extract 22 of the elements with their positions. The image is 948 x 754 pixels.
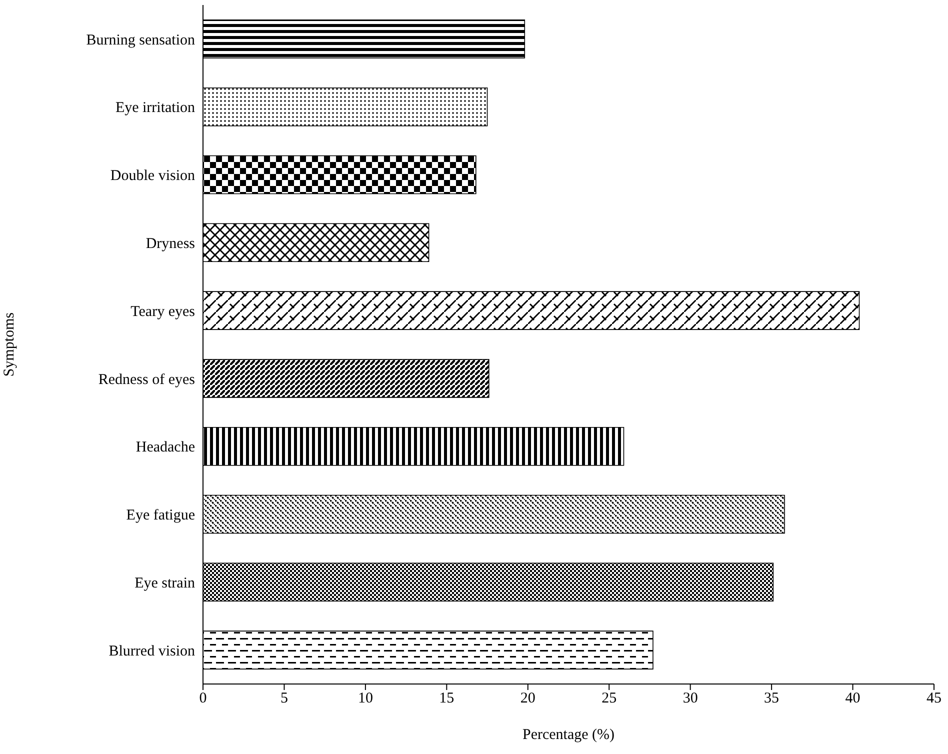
- x-tick-label: 25: [602, 690, 617, 707]
- x-tick-label: 5: [280, 690, 288, 707]
- x-tick-label: 30: [682, 690, 698, 707]
- x-tick-label: 35: [764, 690, 780, 707]
- x-tick-label: 45: [926, 690, 942, 707]
- x-axis-title: Percentage (%): [522, 727, 615, 743]
- x-tick-label: 10: [358, 690, 373, 707]
- y-tick-label: Double vision: [110, 168, 196, 184]
- y-tick-label: Eye fatigue: [126, 508, 196, 524]
- y-axis-title: Symptoms: [1, 312, 18, 377]
- y-tick-label: Headache: [136, 440, 196, 456]
- x-tick-label: 0: [199, 690, 207, 707]
- y-tick-label: Dryness: [146, 236, 196, 252]
- x-tick-label: 15: [439, 690, 454, 707]
- x-tick-label: 40: [845, 690, 860, 707]
- y-tick-label: Burning sensation: [86, 32, 196, 48]
- y-tick-label: Redness of eyes: [98, 372, 196, 388]
- y-tick-label: Blurred vision: [108, 643, 196, 660]
- x-tick-label: 20: [520, 690, 536, 707]
- y-tick-label: Eye irritation: [115, 100, 196, 116]
- y-tick-label: Teary eyes: [130, 304, 196, 320]
- y-tick-label: Eye strain: [134, 575, 196, 592]
